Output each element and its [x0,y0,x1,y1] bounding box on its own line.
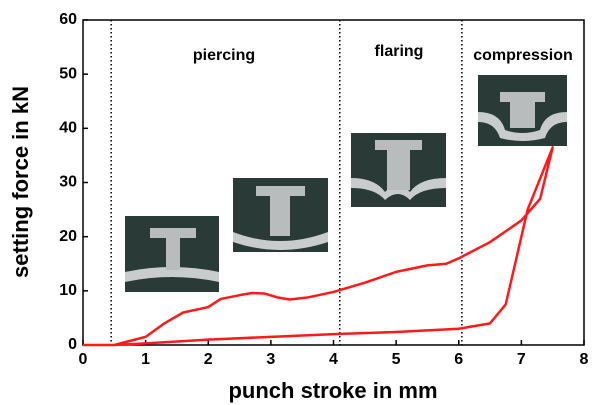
x-axis-title: punch stroke in mm [228,378,437,403]
x-tick-label: 6 [454,351,463,368]
photo [125,216,219,292]
y-tick-label: 50 [59,65,77,82]
x-tick-label: 3 [266,351,275,368]
photo [478,75,567,146]
y-tick-label: 60 [59,11,77,28]
x-tick-label: 5 [392,351,401,368]
x-tick-label: 4 [329,351,338,368]
phase-label: piercing [193,47,255,64]
x-tick-label: 0 [79,351,88,368]
y-tick-label: 20 [59,228,77,245]
y-tick-label: 30 [59,174,77,191]
photo [351,133,446,207]
x-tick-label: 7 [517,351,526,368]
photo [233,178,328,252]
x-tick-label: 8 [580,351,589,368]
y-tick-label: 0 [68,336,77,353]
photos [125,75,567,292]
x-tick-label: 2 [204,351,213,368]
chart: punch stroke in mm setting force in kN 0… [0,0,592,405]
phase-label: flaring [375,43,424,60]
y-tick-label: 40 [59,120,77,137]
y-tick-label: 10 [59,282,77,299]
x-tick-label: 1 [141,351,150,368]
y-axis-title: setting force in kN [8,86,33,278]
phase-label: compression [473,47,573,64]
